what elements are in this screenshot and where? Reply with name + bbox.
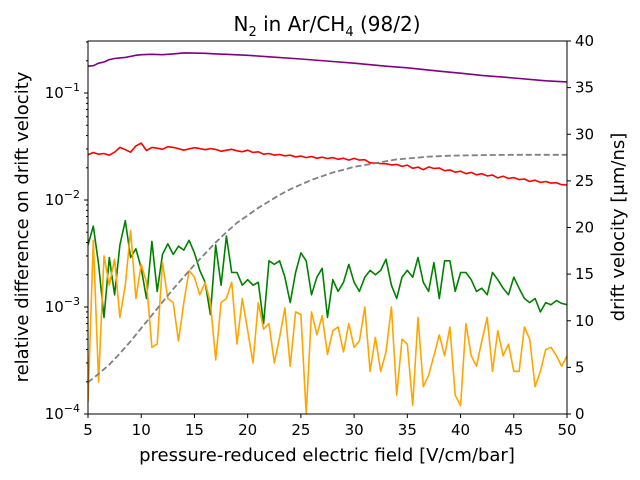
series-line-red <box>88 142 567 186</box>
x-tick-label: 15 <box>185 421 204 439</box>
y2-tick-label: 25 <box>575 172 594 190</box>
series-line-drift-velocity <box>88 153 567 384</box>
y2-tick-label: 30 <box>575 125 594 143</box>
series-line-green <box>88 219 567 325</box>
ticks-layer: 5 10 15 20 25 30 35 40 45 50 10−1 10−2 10−3 10−4 0 5 10 1… <box>45 32 594 439</box>
y-tick-label: 10−1 <box>45 81 80 102</box>
x-tick-label: 5 <box>83 421 93 439</box>
x-tick-label: 40 <box>451 421 470 439</box>
y-tick-label: 10−2 <box>45 188 80 209</box>
y-tick-label: 10−4 <box>45 402 80 423</box>
x-tick-label: 35 <box>398 421 417 439</box>
y2-tick-label: 20 <box>575 219 594 237</box>
x-tick-label: 50 <box>557 421 576 439</box>
x-tick-label: 25 <box>291 421 310 439</box>
series-layer <box>88 52 567 414</box>
y2-tick-label: 0 <box>575 405 585 423</box>
y2-tick-label: 15 <box>575 265 594 283</box>
y-axis-label: relative difference on drift velocity <box>12 71 33 382</box>
y-tick-label: 10−3 <box>45 295 80 316</box>
y2-tick-label: 35 <box>575 79 594 97</box>
y2-tick-label: 40 <box>575 32 594 50</box>
plot-frame <box>87 40 568 415</box>
x-tick-label: 10 <box>132 421 151 439</box>
series-line-purple <box>88 52 567 83</box>
x-axis-label: pressure-reduced electric field [V/cm/ba… <box>139 445 515 466</box>
x-tick-label: 30 <box>345 421 364 439</box>
y2-tick-label: 5 <box>575 358 585 376</box>
x-tick-label: 45 <box>504 421 523 439</box>
series-line-orange <box>88 229 567 414</box>
y2-axis-label: drift velocity [μm/ns] <box>608 133 629 322</box>
chart-title: N2 in Ar/CH4 (98/2) <box>234 12 421 40</box>
x-tick-label: 20 <box>238 421 257 439</box>
y2-tick-label: 10 <box>575 312 594 330</box>
